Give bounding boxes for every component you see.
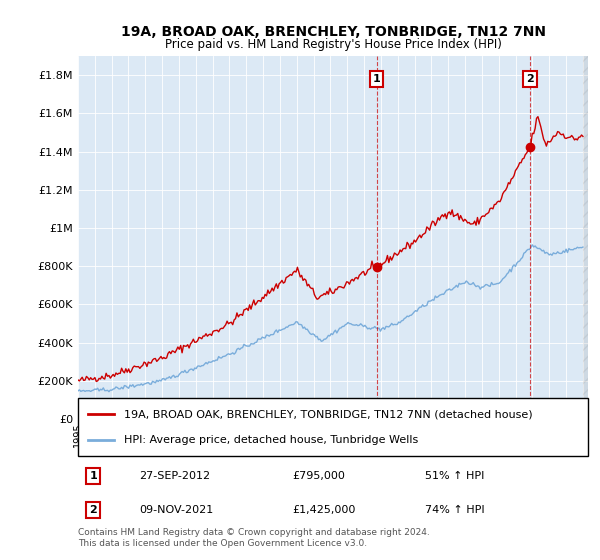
- Text: 51% ↑ HPI: 51% ↑ HPI: [425, 471, 484, 481]
- Text: 2: 2: [89, 505, 97, 515]
- Text: Contains HM Land Registry data © Crown copyright and database right 2024.
This d: Contains HM Land Registry data © Crown c…: [78, 528, 430, 548]
- Text: 74% ↑ HPI: 74% ↑ HPI: [425, 505, 484, 515]
- Text: HPI: Average price, detached house, Tunbridge Wells: HPI: Average price, detached house, Tunb…: [124, 435, 418, 445]
- Text: 09-NOV-2021: 09-NOV-2021: [139, 505, 214, 515]
- Text: 19A, BROAD OAK, BRENCHLEY, TONBRIDGE, TN12 7NN (detached house): 19A, BROAD OAK, BRENCHLEY, TONBRIDGE, TN…: [124, 409, 533, 419]
- Text: £1,425,000: £1,425,000: [292, 505, 356, 515]
- Text: 27-SEP-2012: 27-SEP-2012: [139, 471, 211, 481]
- Text: Price paid vs. HM Land Registry's House Price Index (HPI): Price paid vs. HM Land Registry's House …: [164, 38, 502, 51]
- Text: £795,000: £795,000: [292, 471, 345, 481]
- Text: 2: 2: [526, 74, 534, 84]
- Text: 19A, BROAD OAK, BRENCHLEY, TONBRIDGE, TN12 7NN: 19A, BROAD OAK, BRENCHLEY, TONBRIDGE, TN…: [121, 25, 545, 39]
- Text: 1: 1: [373, 74, 380, 84]
- Text: 1: 1: [89, 471, 97, 481]
- FancyBboxPatch shape: [78, 398, 588, 456]
- Bar: [583, 56, 588, 419]
